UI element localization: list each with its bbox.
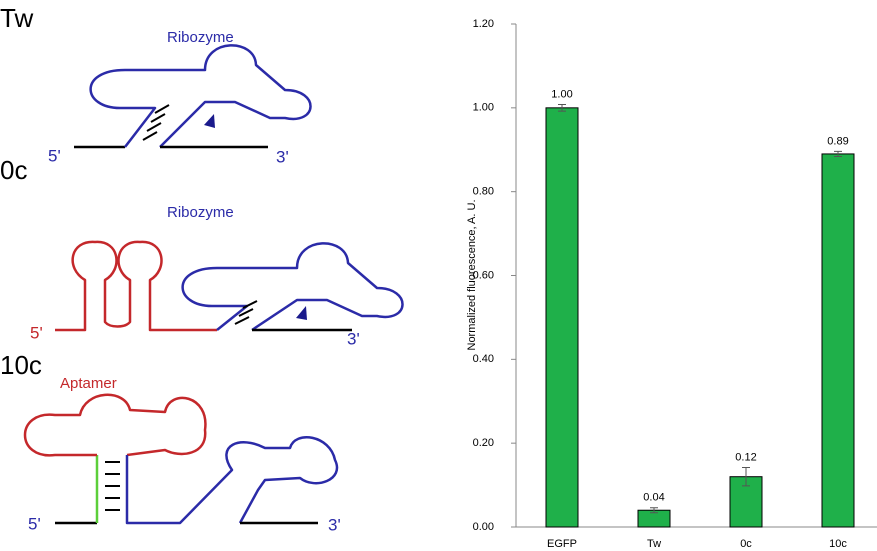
end-label: 5': [30, 323, 43, 342]
y-tick-label: 0.00: [473, 521, 494, 533]
y-tick-label: 0.40: [473, 353, 494, 365]
end-label: 5': [28, 514, 41, 533]
bar: [546, 108, 578, 527]
base-pairs: [143, 105, 169, 140]
tw-diagram: Tw Ribozyme 5' 3': [0, 3, 311, 167]
value-label: 0.89: [827, 135, 848, 147]
end-label: 3': [276, 147, 289, 166]
end-label: 3': [328, 515, 341, 534]
construct-label: 0c: [0, 155, 27, 185]
construct-label: Tw: [0, 3, 33, 33]
region-label: Ribozyme: [167, 29, 234, 46]
y-tick-label: 0.80: [473, 186, 494, 198]
y-tick-label: 1.00: [473, 102, 494, 114]
aptamer-loop: [25, 395, 205, 456]
end-label: 5': [48, 146, 61, 165]
ribozyme: [183, 243, 403, 330]
region-label: Ribozyme: [167, 204, 234, 221]
x-tick-label: Tw: [647, 538, 661, 550]
value-label: 0.12: [735, 451, 756, 463]
10c-diagram: 10c Aptamer 5' 3': [0, 350, 341, 535]
ribozyme-strand: [183, 243, 403, 330]
hairpins: [55, 242, 217, 330]
ribozyme-strand: [91, 45, 311, 147]
region-label: Aptamer: [60, 375, 117, 392]
value-label: 1.00: [551, 88, 572, 100]
0c-diagram: 0c Ribozyme 5' 3': [0, 155, 403, 349]
figure: Tw Ribozyme 5' 3' 0c Ribozyme 5' 3' 10c …: [0, 0, 877, 551]
end-label: 3': [347, 329, 360, 348]
value-label: 0.04: [643, 492, 664, 504]
construct-label: 10c: [0, 350, 42, 380]
x-tick-label: EGFP: [547, 538, 577, 550]
x-tick-label: 0c: [740, 538, 752, 550]
y-tick-label: 1.20: [473, 18, 494, 30]
x-tick-label: 10c: [829, 538, 847, 550]
cleavage-site: [204, 114, 215, 128]
base-pairs: [105, 462, 120, 510]
page: Tw Ribozyme 5' 3' 0c Ribozyme 5' 3' 10c …: [0, 0, 877, 551]
y-tick-label: 0.20: [473, 437, 494, 449]
y-tick-label: 0.60: [473, 269, 494, 281]
ribozyme: [91, 45, 311, 147]
cleavage-site: [296, 306, 307, 320]
bar: [822, 154, 854, 527]
